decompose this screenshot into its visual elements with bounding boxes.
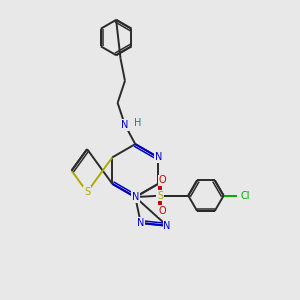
Text: N: N (121, 120, 129, 130)
Text: H: H (134, 118, 141, 128)
Text: N: N (154, 152, 162, 162)
Text: Cl: Cl (240, 190, 250, 201)
Text: S: S (84, 187, 90, 197)
Text: O: O (159, 175, 167, 185)
Text: N: N (137, 218, 145, 228)
Text: S: S (157, 190, 164, 201)
Text: O: O (159, 206, 167, 216)
Text: N: N (132, 192, 139, 202)
Text: N: N (164, 221, 171, 231)
